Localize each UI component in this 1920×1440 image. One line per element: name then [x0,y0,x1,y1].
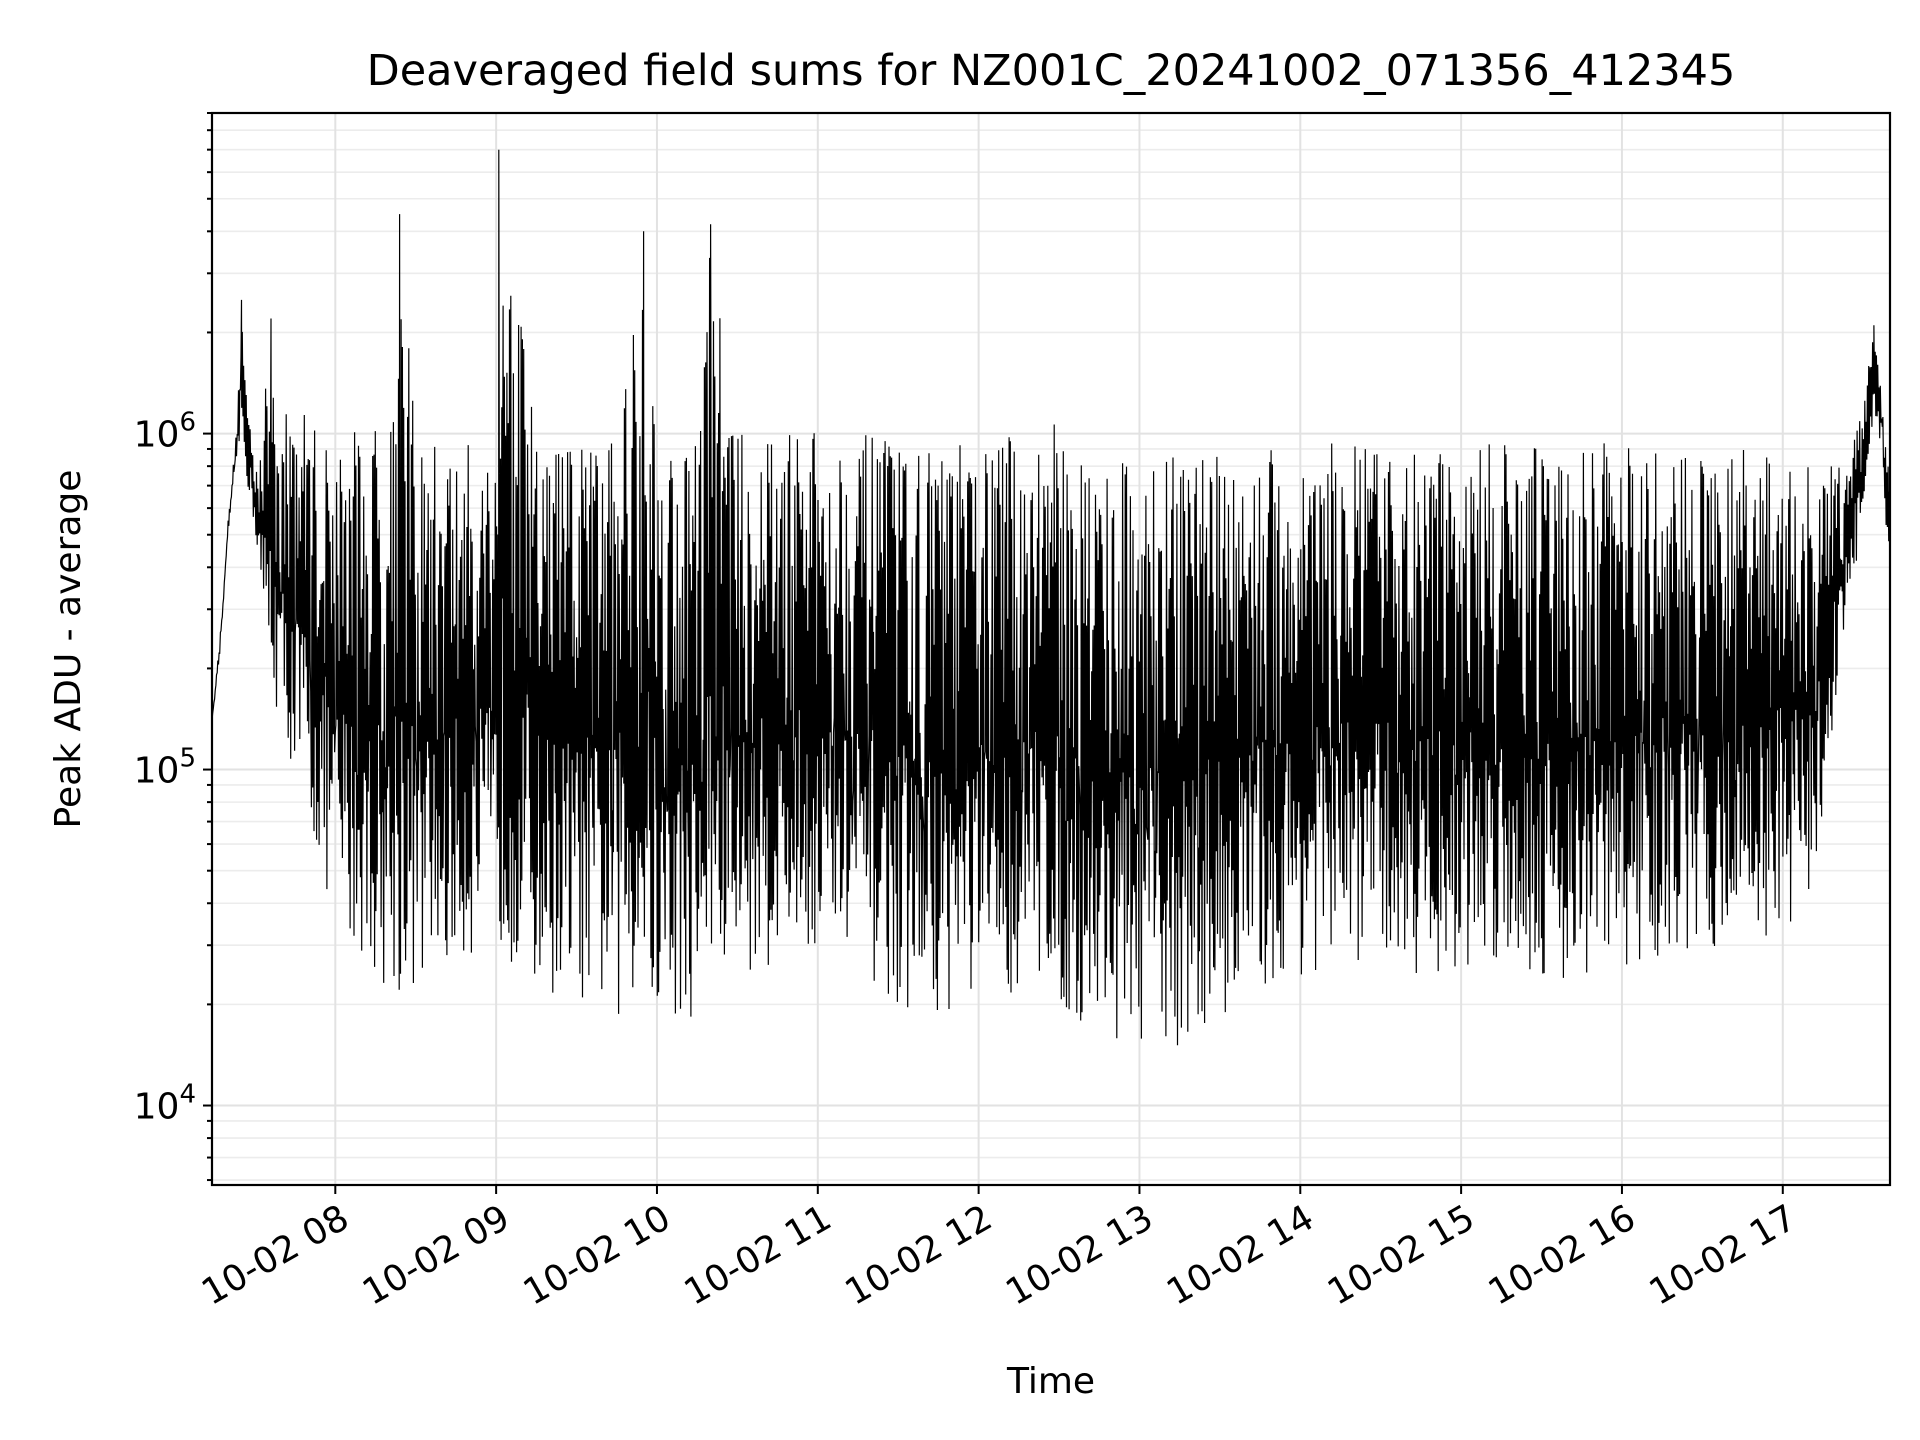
x-tick-label: 10-02 12 [838,1197,999,1313]
x-axis-label: Time [1006,1361,1095,1402]
y-tick-label: 105 [134,744,196,792]
x-tick-label: 10-02 08 [195,1197,356,1313]
chart-title: Deaveraged field sums for NZ001C_2024100… [367,46,1736,96]
x-axis: 10-02 08 10-02 09 10-02 10 10-02 11 10-02 12… [195,1185,1803,1314]
data-series-line [211,149,1891,1046]
x-tick-label: 10-02 13 [999,1197,1160,1313]
y-tick-label: 104 [134,1080,196,1128]
y-axis-label: Peak ADU - average [48,470,89,829]
series-layer [211,149,1891,1046]
x-tick-label: 10-02 15 [1321,1197,1482,1313]
x-tick-label: 10-02 11 [678,1197,839,1313]
plot-frame [210,111,1892,1187]
x-tick-label: 10-02 10 [517,1197,678,1313]
y-axis: 104 105 106 [134,112,212,1182]
x-tick-label: 10-02 14 [1160,1197,1321,1313]
x-tick-label: 10-02 17 [1643,1197,1804,1313]
y-tick-label: 106 [134,408,196,456]
x-tick-label: 10-02 09 [356,1197,517,1313]
x-tick-label: 10-02 16 [1482,1197,1643,1313]
